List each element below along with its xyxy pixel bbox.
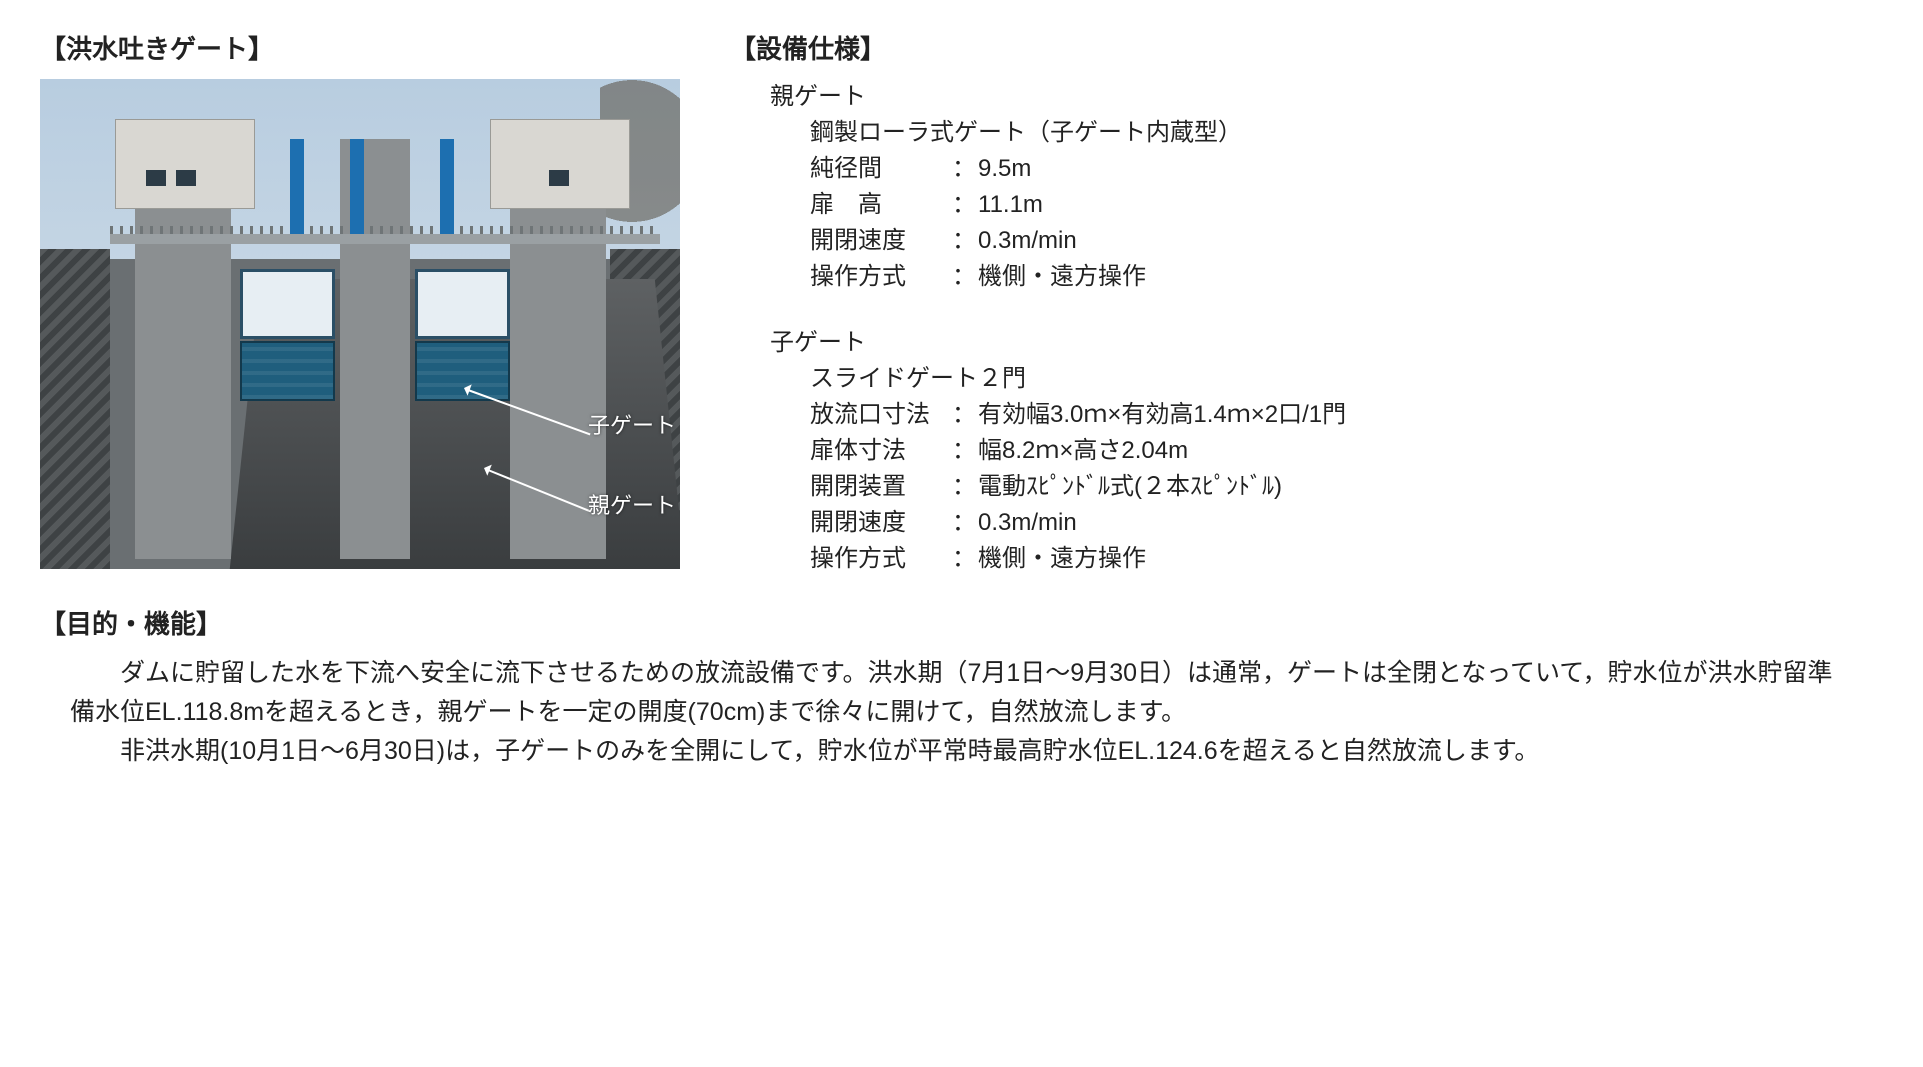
spec-label: 扉 高: [810, 187, 950, 223]
spec-child-type: スライドゲート２門: [810, 361, 1883, 397]
spec-value: 有効幅3.0ｍ×有効高1.4ｍ×2口/1門: [978, 397, 1883, 433]
spec-row: 扉 高 ： 11.1m: [810, 187, 1883, 223]
spec-parent-type: 鋼製ローラ式ゲート（子ゲート内蔵型）: [810, 115, 1883, 151]
heading-purpose: 【目的・機能】: [40, 605, 1883, 644]
spec-label: 放流口寸法: [810, 397, 950, 433]
spec-label: 操作方式: [810, 541, 950, 577]
spec-row: 開閉装置 ： 電動ｽﾋﾟﾝﾄﾞﾙ式(２本ｽﾋﾟﾝﾄﾞﾙ): [810, 469, 1883, 505]
purpose-paragraph-1: ダムに貯留した水を下流へ安全に流下させるための放流設備です。洪水期（7月1日～9…: [70, 654, 1853, 732]
callout-child-gate: 子ゲート: [588, 409, 676, 442]
spec-value: 機側・遠方操作: [978, 259, 1883, 295]
purpose-paragraph-2: 非洪水期(10月1日～6月30日)は，子ゲートのみを全開にして，貯水位が平常時最…: [70, 732, 1853, 771]
spec-child-gate: 子ゲート スライドゲート２門 放流口寸法 ： 有効幅3.0ｍ×有効高1.4ｍ×2…: [770, 325, 1883, 577]
spec-value: 0.3m/min: [978, 505, 1883, 541]
spec-label: 純径間: [810, 151, 950, 187]
spec-label: 開閉速度: [810, 223, 950, 259]
spec-value: 0.3m/min: [978, 223, 1883, 259]
callout-parent-gate: 親ゲート: [588, 489, 676, 522]
spec-value: 9.5m: [978, 151, 1883, 187]
spec-parent-gate: 親ゲート 鋼製ローラ式ゲート（子ゲート内蔵型） 純径間 ： 9.5m 扉 高 ：…: [770, 79, 1883, 295]
spec-row: 開閉速度 ： 0.3m/min: [810, 223, 1883, 259]
spec-value: 機側・遠方操作: [978, 541, 1883, 577]
heading-spec: 【設備仕様】: [730, 30, 1883, 69]
spec-label: 開閉装置: [810, 469, 950, 505]
dam-gate-photo: 子ゲート 親ゲート: [40, 79, 680, 569]
spec-row: 扉体寸法 ： 幅8.2ｍ×高さ2.04m: [810, 433, 1883, 469]
spec-value: 幅8.2ｍ×高さ2.04m: [978, 433, 1883, 469]
spec-row: 開閉速度 ： 0.3m/min: [810, 505, 1883, 541]
spec-label: 扉体寸法: [810, 433, 950, 469]
spec-value: 11.1m: [978, 187, 1883, 223]
spec-row: 操作方式 ： 機側・遠方操作: [810, 259, 1883, 295]
spec-value: 電動ｽﾋﾟﾝﾄﾞﾙ式(２本ｽﾋﾟﾝﾄﾞﾙ): [978, 469, 1883, 505]
spec-row: 純径間 ： 9.5m: [810, 151, 1883, 187]
heading-gate-photo: 【洪水吐きゲート】: [40, 30, 680, 69]
spec-row: 放流口寸法 ： 有効幅3.0ｍ×有効高1.4ｍ×2口/1門: [810, 397, 1883, 433]
spec-label: 操作方式: [810, 259, 950, 295]
spec-parent-title: 親ゲート: [770, 79, 1883, 115]
spec-row: 操作方式 ： 機側・遠方操作: [810, 541, 1883, 577]
spec-child-title: 子ゲート: [770, 325, 1883, 361]
spec-label: 開閉速度: [810, 505, 950, 541]
